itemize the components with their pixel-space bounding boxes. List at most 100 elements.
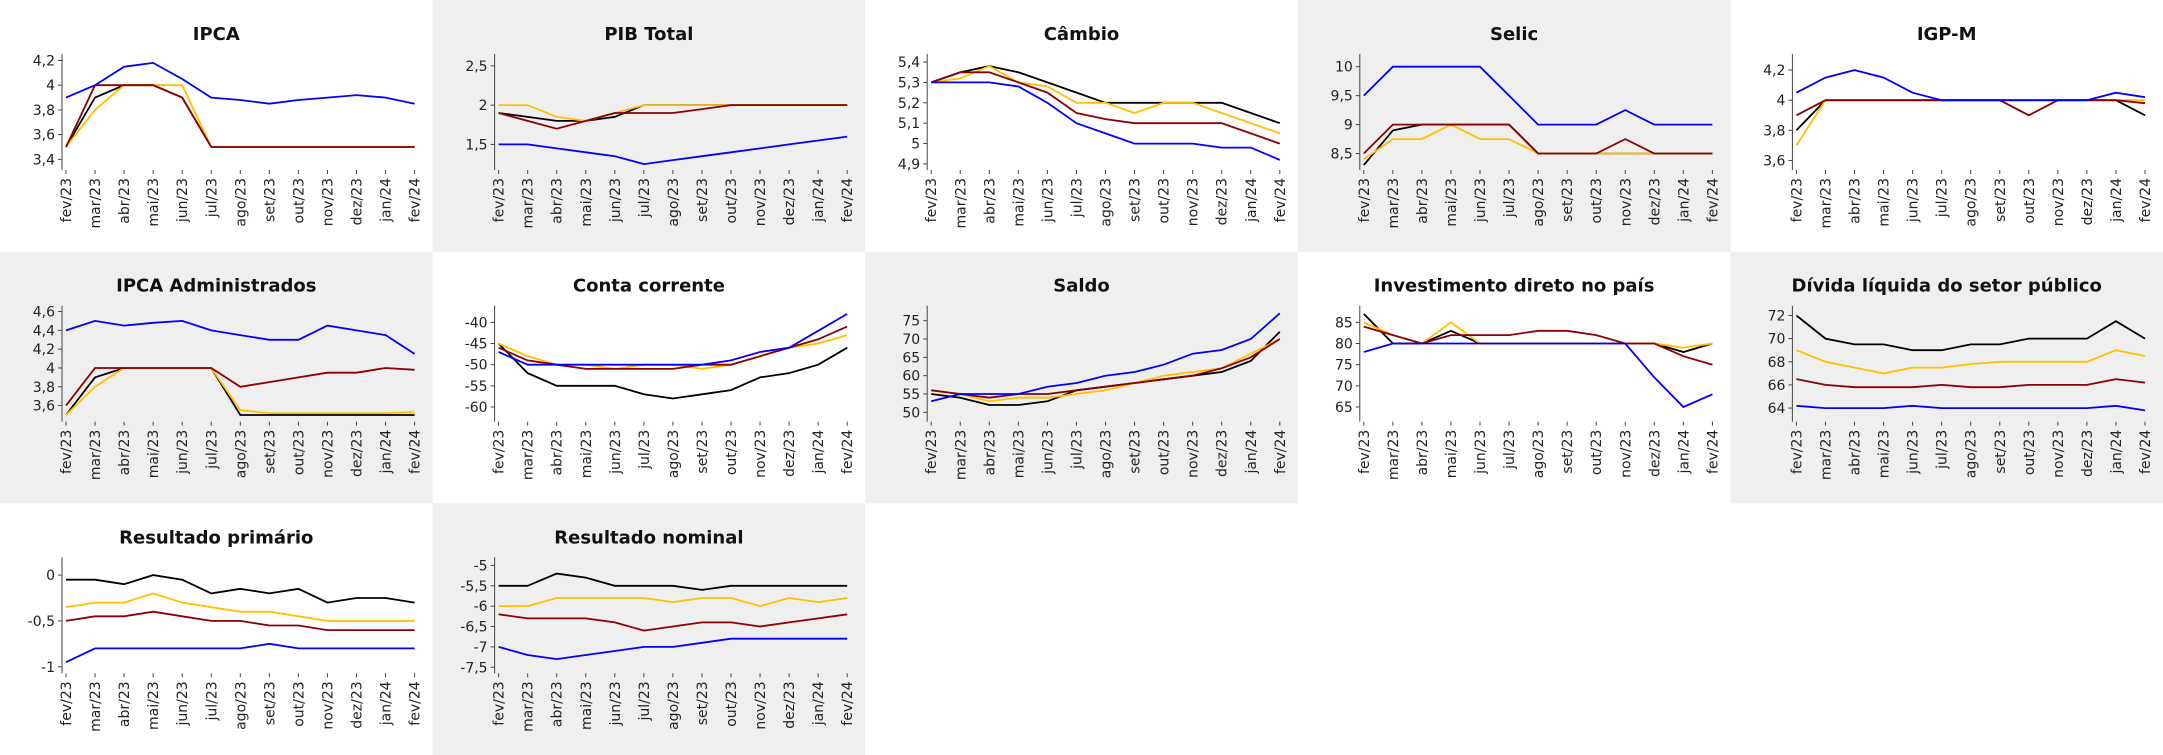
chart-panel: IPCA 3,4 3,6 3,8 4 4,2 fev/23 mar/23 abr/23 mai/2… xyxy=(33,24,424,229)
x-tick-label: jul/23 xyxy=(1502,430,1518,470)
y-tick-label: -7,5 xyxy=(460,660,487,676)
chart-panel: Investimento direto no país 65 70 75 80 85 fev… xyxy=(1335,276,1721,481)
panel-background xyxy=(865,251,1298,504)
x-tick-label: dez/23 xyxy=(350,430,366,477)
y-tick-label: 50 xyxy=(902,405,920,421)
x-tick-label: dez/23 xyxy=(350,178,366,225)
y-tick-label: 3,6 xyxy=(33,128,55,144)
x-tick-label: set/23 xyxy=(1993,178,2009,222)
y-tick-label: 9,5 xyxy=(1331,89,1353,105)
x-tick-label: fev/23 xyxy=(492,681,508,725)
x-tick-label: jun/23 xyxy=(175,430,191,475)
series-line xyxy=(1796,378,2146,389)
y-tick-label: 4,2 xyxy=(33,53,55,69)
series-line xyxy=(930,312,1281,403)
y-tick-label: 4,9 xyxy=(898,157,920,173)
x-tick-label: out/23 xyxy=(291,681,307,726)
x-tick-label: ago/23 xyxy=(233,430,249,479)
x-tick-label: dez/23 xyxy=(1647,178,1663,225)
series-line xyxy=(498,313,848,366)
x-tick-label: jan/24 xyxy=(811,178,827,223)
x-tick-label: jun/23 xyxy=(1906,178,1922,223)
panel-background xyxy=(1730,251,2163,504)
x-tick-label: jul/23 xyxy=(1069,430,1085,470)
x-tick-label: jul/23 xyxy=(1069,178,1085,218)
x-tick-label: set/23 xyxy=(695,178,711,222)
y-tick-label: -55 xyxy=(465,379,488,395)
x-tick-label: nov/23 xyxy=(320,178,336,226)
y-tick-label: -45 xyxy=(465,337,488,353)
x-tick-label: abr/23 xyxy=(117,178,133,224)
x-tick-label: jul/23 xyxy=(637,681,653,721)
y-tick-label: 5,1 xyxy=(898,116,920,132)
x-tick-label: jul/23 xyxy=(204,681,220,721)
y-tick-label: 5,3 xyxy=(898,75,920,91)
series-line xyxy=(65,319,416,355)
y-tick-label: 72 xyxy=(1768,308,1786,324)
y-tick-label: 70 xyxy=(1335,379,1353,395)
series-line xyxy=(1795,99,2146,131)
chart-title: Dívida líquida do setor público xyxy=(1792,276,2102,297)
x-tick-label: abr/23 xyxy=(982,178,998,224)
y-tick-label: -0,5 xyxy=(28,614,55,630)
series-line xyxy=(931,338,1281,399)
x-tick-label: out/23 xyxy=(291,178,307,223)
x-tick-label: fev/24 xyxy=(408,430,424,474)
x-tick-label: set/23 xyxy=(1993,430,2009,474)
y-tick-label: 75 xyxy=(1335,358,1353,374)
y-tick-label: 66 xyxy=(1768,378,1786,394)
x-tick-label: mai/23 xyxy=(146,681,162,730)
series-line xyxy=(65,642,415,664)
y-tick-label: 70 xyxy=(902,332,920,348)
x-tick-label: ago/23 xyxy=(666,178,682,227)
x-tick-label: out/23 xyxy=(291,430,307,475)
y-tick-label: 5 xyxy=(911,137,920,153)
y-tick-label: -6 xyxy=(474,599,488,615)
x-tick-label: nov/23 xyxy=(1618,178,1634,226)
x-tick-label: set/23 xyxy=(1128,430,1144,474)
x-tick-label: nov/23 xyxy=(2051,430,2067,478)
x-tick-label: ago/23 xyxy=(1964,430,1980,479)
x-tick-label: jul/23 xyxy=(1502,178,1518,218)
x-tick-label: mai/23 xyxy=(579,430,595,479)
y-tick-label: -5 xyxy=(474,558,488,574)
x-tick-label: mar/23 xyxy=(88,178,104,229)
series-line xyxy=(65,84,415,148)
x-tick-label: fev/24 xyxy=(408,681,424,725)
series-line xyxy=(1795,69,2146,102)
x-tick-label: mai/23 xyxy=(1444,178,1460,227)
x-tick-label: fev/23 xyxy=(1357,178,1373,222)
x-tick-label: jun/23 xyxy=(1473,178,1489,223)
x-tick-label: jan/24 xyxy=(379,178,395,223)
y-tick-label: 55 xyxy=(902,387,920,403)
x-tick-label: jan/24 xyxy=(1676,430,1692,475)
series-line xyxy=(1363,123,1713,155)
x-tick-label: out/23 xyxy=(1589,178,1605,223)
y-tick-label: 3,4 xyxy=(33,152,55,168)
x-tick-label: dez/23 xyxy=(782,430,798,477)
chart-panel: Saldo 50 55 60 65 70 75 fev/23 mar/23 abr/23 mai/2… xyxy=(865,251,1298,504)
x-tick-label: fev/24 xyxy=(1705,178,1721,222)
chart-panel: Conta corrente -60 -55 -50 -45 -40 fev/23 mar/2… xyxy=(465,276,856,481)
x-tick-label: ago/23 xyxy=(1099,430,1115,479)
x-tick-label: fev/24 xyxy=(840,430,856,474)
x-tick-label: mai/23 xyxy=(1877,430,1893,479)
x-tick-label: jan/24 xyxy=(379,430,395,475)
x-tick-label: abr/23 xyxy=(550,681,566,727)
y-tick-label: 2 xyxy=(479,98,488,114)
x-tick-label: out/23 xyxy=(1157,430,1173,475)
chart-title: Resultado nominal xyxy=(554,527,743,548)
x-tick-label: mar/23 xyxy=(88,681,104,732)
series-line xyxy=(1796,404,2146,412)
x-tick-label: jan/24 xyxy=(1244,430,1260,475)
chart-panel: Selic 8,5 9 9,5 10 fev/23 mar/23 abr/23 mai/23 ju… xyxy=(1297,0,1731,252)
y-tick-label: 64 xyxy=(1768,401,1786,417)
x-tick-label: abr/23 xyxy=(982,430,998,476)
x-tick-label: jan/24 xyxy=(1676,178,1692,223)
chart-title: Selic xyxy=(1490,24,1538,45)
x-tick-label: dez/23 xyxy=(1215,430,1231,477)
x-tick-label: mai/23 xyxy=(1011,430,1027,479)
x-tick-label: set/23 xyxy=(262,178,278,222)
chart-panel: Resultado nominal -7,5 -7 -6,5 -6 -5,5 -5 fev/2… xyxy=(432,503,866,755)
chart-title: IPCA xyxy=(193,24,240,45)
